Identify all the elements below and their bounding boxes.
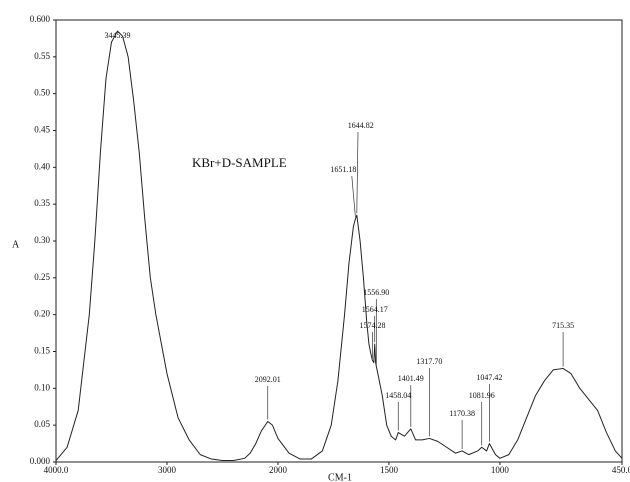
y-tick-label: 0.25 [34,272,50,282]
y-tick-label: 0.35 [34,198,50,208]
y-tick-label: 0.40 [34,161,50,171]
plot-frame [55,19,623,463]
y-axis-label: A [12,239,20,250]
peak-label: 1081.96 [469,391,495,400]
y-tick-label: 0.45 [34,125,50,135]
y-tick-label: 0.20 [34,309,50,319]
peak-label: 1317.70 [416,357,442,366]
spectrum-line [55,30,623,462]
x-tick-label: 4000.0 [44,465,69,475]
peak-label: 1170.38 [449,409,475,418]
peak-label: 1458.04 [385,391,411,400]
y-tick-label: 0.30 [34,235,50,245]
y-tick-label: 0.15 [34,346,50,356]
y-tick-label: 0.600 [30,14,51,24]
y-tick-label: 0.55 [34,51,50,61]
peak-label: 1651.18 [330,165,356,174]
y-tick-label: 0.05 [34,419,50,429]
annotation: KBr+D-SAMPLE [192,155,287,170]
peak-label: 1047.42 [476,373,502,382]
x-tick-label: 1500 [380,465,399,475]
x-tick-label: 1000 [491,465,510,475]
peak-label: 1401.49 [398,374,424,383]
peak-label: 715.35 [552,321,574,330]
y-tick-label: 0.000 [30,456,51,466]
peak-label: 1644.82 [348,121,374,130]
peak-label: 2092.01 [255,375,281,384]
y-tick-label: 0.10 [34,382,50,392]
x-tick-label: 2000 [269,465,288,475]
peak-marker [351,175,356,217]
peak-label: 1574.28 [359,321,385,330]
peak-label: 3445.39 [105,31,131,40]
x-tick-label: 3000 [158,465,177,475]
peak-label: 1564.17 [362,305,388,314]
x-tick-label: 450.0 [612,465,630,475]
y-tick-label: 0.50 [34,88,50,98]
peak-marker [356,131,359,214]
x-axis-label: CM-1 [328,472,352,482]
peak-label: 1556.90 [363,288,389,297]
